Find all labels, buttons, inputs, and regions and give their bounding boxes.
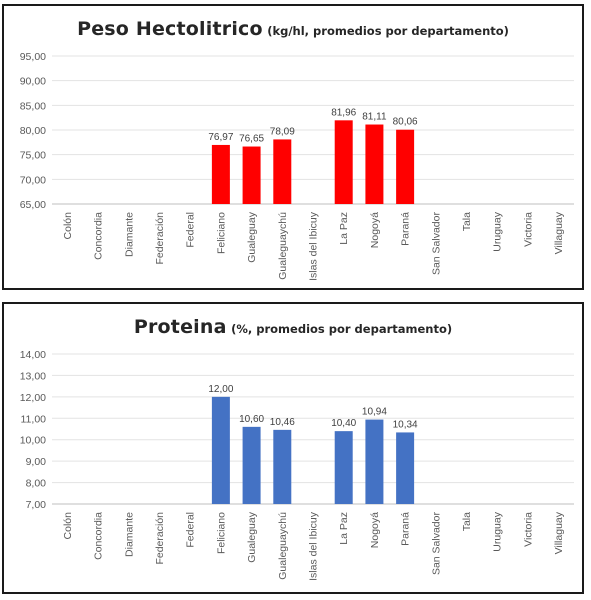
data-label: 10,34 (393, 419, 418, 430)
y-tick-label: 8,00 (26, 478, 47, 490)
x-tick-label: Islas del Ibicuy (308, 511, 320, 581)
x-tick-label: San Salvador (430, 212, 442, 276)
x-tick-label: Victoria (522, 212, 534, 247)
x-tick-label: La Paz (338, 512, 350, 545)
bar (365, 419, 384, 504)
y-tick-label: 95,00 (20, 51, 46, 63)
x-tick-label: Gualeguay (246, 511, 258, 563)
x-tick-label: Feliciano (215, 512, 227, 554)
x-tick-label: Concordia (93, 212, 105, 260)
x-tick-label: Federación (154, 212, 166, 265)
bar (273, 139, 292, 204)
x-tick-label: Tala (461, 212, 473, 231)
bar (365, 124, 384, 204)
data-label: 10,46 (270, 417, 295, 428)
x-tick-label: Paraná (400, 212, 412, 246)
chart-panel-peso: Peso Hectolitrico (kg/hl, promedios por … (2, 4, 584, 290)
bar (211, 396, 230, 504)
x-tick-label: Gualeguaychú (277, 512, 289, 580)
x-tick-label: Victoria (522, 512, 534, 547)
x-tick-label: Federación (154, 512, 166, 565)
bar (396, 129, 415, 204)
data-label: 10,60 (239, 414, 264, 425)
y-tick-label: 9,00 (26, 456, 47, 468)
y-tick-label: 70,00 (20, 174, 46, 186)
bar (242, 146, 261, 204)
x-tick-label: Nogoyá (369, 512, 381, 548)
data-label: 78,09 (270, 126, 295, 137)
bar (211, 144, 230, 204)
data-label: 80,06 (393, 117, 418, 128)
y-tick-label: 65,00 (20, 199, 46, 211)
y-tick-label: 10,00 (20, 435, 46, 447)
y-tick-label: 7,00 (26, 499, 47, 511)
x-tick-label: Gualeguaychú (277, 212, 289, 280)
chart-title: Peso Hectolitrico (kg/hl, promedios por … (4, 18, 582, 40)
x-tick-label: Villaguay (553, 511, 565, 554)
y-tick-label: 13,00 (20, 370, 46, 382)
y-tick-label: 75,00 (20, 150, 46, 162)
x-tick-label: Tala (461, 512, 473, 531)
chart-plot: 7,00 8,00 9,00 10,00 11,00 12,00 13,00 14,00 Col… (20, 349, 574, 581)
chart-title-sub: (kg/hl, promedios por departamento) (267, 24, 509, 38)
x-tick-label: San Salvador (430, 512, 442, 576)
x-tick-label: Federal (185, 212, 197, 248)
bar (242, 426, 261, 504)
y-tick-label: 80,00 (20, 125, 46, 137)
chart-plot: 65,00 70,00 75,00 80,00 85,00 90,00 95,00 Colón… (20, 51, 574, 281)
chart-title: Proteina (%, promedios por departamento) (4, 316, 582, 338)
y-tick-label: 14,00 (20, 349, 46, 361)
x-tick-label: Uruguay (492, 211, 504, 251)
x-tick-label: Gualeguay (246, 211, 258, 263)
bar (273, 429, 292, 504)
data-label: 10,40 (331, 418, 356, 429)
data-label: 12,00 (208, 384, 233, 395)
bar (396, 432, 415, 504)
x-tick-label: Nogoyá (369, 212, 381, 248)
x-tick-label: Colón (62, 512, 74, 540)
x-tick-label: Uruguay (492, 511, 504, 551)
data-label: 81,11 (362, 112, 387, 123)
bar (334, 120, 353, 204)
x-tick-label: Islas del Ibicuy (308, 211, 320, 281)
x-tick-label: La Paz (338, 212, 350, 245)
chart-title-main: Proteina (133, 316, 227, 338)
x-tick-label: Diamante (123, 512, 135, 557)
chart-title-sub: (%, promedios por departamento) (231, 322, 453, 336)
x-tick-label: Federal (185, 512, 197, 548)
x-tick-label: Concordia (93, 512, 105, 560)
chart-panel-proteina: Proteina (%, promedios por departamento)… (2, 302, 584, 594)
bar (334, 431, 353, 504)
data-label: 10,94 (362, 407, 387, 418)
data-label: 81,96 (331, 107, 356, 118)
y-tick-label: 90,00 (20, 76, 46, 88)
y-tick-label: 85,00 (20, 100, 46, 112)
x-tick-label: Colón (62, 212, 74, 240)
x-tick-label: Feliciano (215, 212, 227, 254)
y-tick-label: 12,00 (20, 392, 46, 404)
chart-title-main: Peso Hectolitrico (77, 18, 263, 40)
x-tick-label: Diamante (123, 212, 135, 257)
y-tick-label: 11,00 (21, 413, 47, 425)
data-label: 76,97 (208, 132, 233, 143)
x-tick-label: Villaguay (553, 211, 565, 254)
data-label: 76,65 (239, 134, 264, 145)
x-tick-label: Paraná (400, 512, 412, 546)
